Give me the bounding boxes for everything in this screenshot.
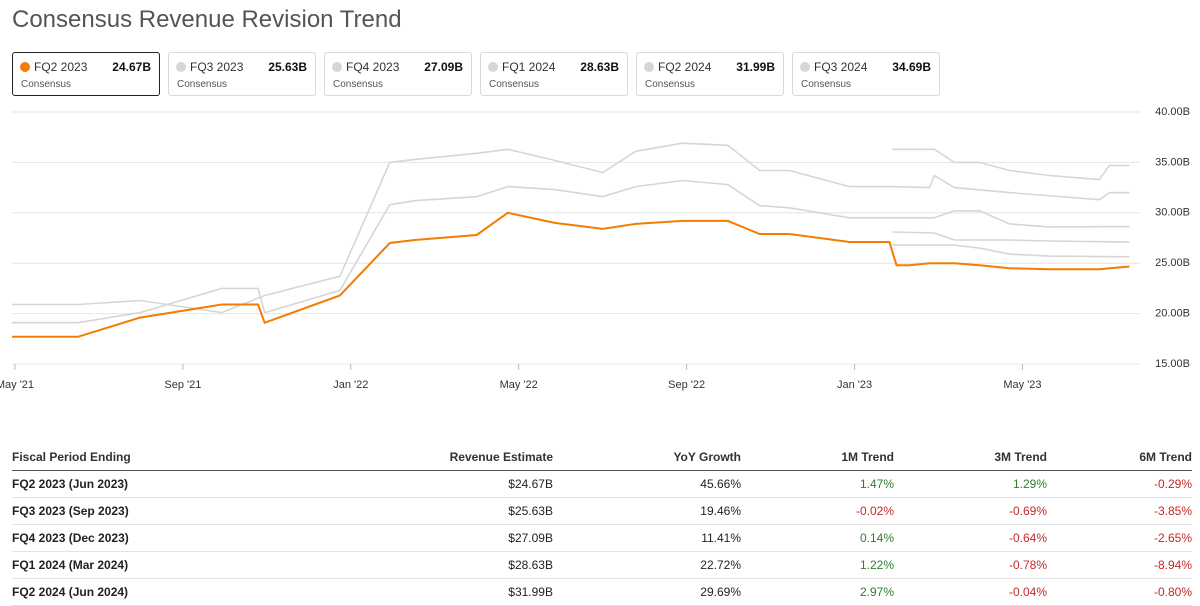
- column-header: Fiscal Period Ending: [12, 444, 400, 471]
- tab-value: 27.09B: [424, 60, 463, 74]
- legend-dot: [176, 62, 186, 72]
- table-cell: -3.85%: [1047, 497, 1192, 525]
- series-tab[interactable]: FQ4 2023 27.09B Consensus: [324, 52, 472, 96]
- series-tabs: FQ2 2023 24.67B Consensus FQ3 2023 25.63B Con…: [12, 52, 940, 96]
- table-cell: -2.65%: [1047, 524, 1192, 552]
- series-tab[interactable]: FQ2 2024 31.99B Consensus: [636, 52, 784, 96]
- table-cell: 0.14%: [741, 524, 894, 552]
- table-cell: FQ2 2023 (Jun 2023): [12, 470, 400, 498]
- table-cell: -0.78%: [894, 551, 1047, 579]
- tab-caption: Consensus: [645, 79, 696, 90]
- series-line: [892, 244, 1130, 258]
- x-tick-label: May '21: [0, 379, 34, 391]
- table-row: FQ1 2024 (Mar 2024) $28.63B 22.72% 1.22% -0.…: [12, 551, 1192, 579]
- tab-caption: Consensus: [801, 79, 852, 90]
- series-tab[interactable]: FQ3 2023 25.63B Consensus: [168, 52, 316, 96]
- y-tick-label: 35.00B: [1155, 156, 1190, 168]
- table-cell: 45.66%: [553, 470, 741, 498]
- series-line: [892, 231, 1130, 243]
- column-header: 1M Trend: [741, 444, 894, 471]
- series-tab[interactable]: FQ3 2024 34.69B Consensus: [792, 52, 940, 96]
- page-title: Consensus Revenue Revision Trend: [12, 6, 402, 33]
- table-cell: 19.46%: [553, 497, 741, 525]
- column-header: 3M Trend: [894, 444, 1047, 471]
- table-cell: -0.69%: [894, 497, 1047, 525]
- table-cell: 2.97%: [741, 578, 894, 606]
- legend-dot: [644, 62, 654, 72]
- legend-dot: [800, 62, 810, 72]
- table-cell: 1.29%: [894, 470, 1047, 498]
- table-cell: -0.04%: [894, 578, 1047, 606]
- tab-value: 34.69B: [892, 60, 931, 74]
- tab-caption: Consensus: [177, 79, 228, 90]
- series-line: [892, 148, 1130, 181]
- legend-label: FQ2 2023: [34, 60, 88, 74]
- table-row: FQ2 2023 (Jun 2023) $24.67B 45.66% 1.47% 1.2…: [12, 470, 1192, 498]
- x-tick-label: May '23: [1003, 379, 1041, 391]
- table-cell: -0.02%: [741, 497, 894, 525]
- x-tick-label: Sep '21: [164, 379, 201, 391]
- table-cell: $27.09B: [400, 524, 553, 552]
- table-cell: -0.64%: [894, 524, 1047, 552]
- table-cell: -0.29%: [1047, 470, 1192, 498]
- x-tick-label: Jan '23: [837, 379, 872, 391]
- series-line: [12, 211, 1130, 338]
- tab-value: 24.67B: [112, 60, 151, 74]
- tab-caption: Consensus: [489, 79, 540, 90]
- table-row: FQ4 2023 (Dec 2023) $27.09B 11.41% 0.14% -0.…: [12, 524, 1192, 552]
- table-cell: FQ2 2024 (Jun 2024): [12, 578, 400, 606]
- x-tick-label: Sep '22: [668, 379, 705, 391]
- legend-label: FQ3 2023: [190, 60, 244, 74]
- table-cell: $28.63B: [400, 551, 553, 579]
- tab-value: 28.63B: [580, 60, 619, 74]
- table-cell: 1.22%: [741, 551, 894, 579]
- column-header: 6M Trend: [1047, 444, 1192, 471]
- estimates-table: Fiscal Period Ending Revenue Estimate YoY …: [12, 444, 1192, 606]
- tab-caption: Consensus: [21, 79, 72, 90]
- table-cell: 22.72%: [553, 551, 741, 579]
- table-cell: FQ3 2023 (Sep 2023): [12, 497, 400, 525]
- table-row: FQ3 2023 (Sep 2023) $25.63B 19.46% -0.02% -0…: [12, 497, 1192, 525]
- table-header: Fiscal Period Ending Revenue Estimate YoY …: [12, 444, 1192, 471]
- series-tab[interactable]: FQ1 2024 28.63B Consensus: [480, 52, 628, 96]
- series-line: [12, 142, 1130, 314]
- table-cell: $24.67B: [400, 470, 553, 498]
- table-row: FQ2 2024 (Jun 2024) $31.99B 29.69% 2.97% -0.…: [12, 578, 1192, 606]
- y-tick-label: 25.00B: [1155, 257, 1190, 269]
- y-tick-label: 20.00B: [1155, 308, 1190, 320]
- table-cell: -8.94%: [1047, 551, 1192, 579]
- legend-label: FQ4 2023: [346, 60, 400, 74]
- x-tick-label: May '22: [500, 379, 538, 391]
- table-cell: 29.69%: [553, 578, 741, 606]
- legend-dot: [488, 62, 498, 72]
- legend-label: FQ3 2024: [814, 60, 868, 74]
- y-tick-label: 30.00B: [1155, 207, 1190, 219]
- series-line: [12, 179, 1130, 324]
- table-cell: 1.47%: [741, 470, 894, 498]
- table-cell: FQ1 2024 (Mar 2024): [12, 551, 400, 579]
- legend-label: FQ2 2024: [658, 60, 712, 74]
- legend-dot: [332, 62, 342, 72]
- x-tick-label: Jan '22: [333, 379, 368, 391]
- column-header: Revenue Estimate: [400, 444, 553, 471]
- table-cell: -0.80%: [1047, 578, 1192, 606]
- y-tick-label: 15.00B: [1155, 358, 1190, 370]
- table-cell: $25.63B: [400, 497, 553, 525]
- legend-label: FQ1 2024: [502, 60, 556, 74]
- table-cell: $31.99B: [400, 578, 553, 606]
- chart: 15.00B 20.00B 25.00B 30.00B 35.00B 40.00B May …: [0, 106, 1190, 391]
- column-header: YoY Growth: [553, 444, 741, 471]
- series-tab[interactable]: FQ2 2023 24.67B Consensus: [12, 52, 160, 96]
- table-cell: FQ4 2023 (Dec 2023): [12, 524, 400, 552]
- table-body: FQ2 2023 (Jun 2023) $24.67B 45.66% 1.47% 1.2…: [12, 470, 1192, 606]
- table-cell: 11.41%: [553, 524, 741, 552]
- y-tick-label: 40.00B: [1155, 106, 1190, 118]
- tab-value: 31.99B: [736, 60, 775, 74]
- tab-value: 25.63B: [268, 60, 307, 74]
- legend-dot: [20, 62, 30, 72]
- tab-caption: Consensus: [333, 79, 384, 90]
